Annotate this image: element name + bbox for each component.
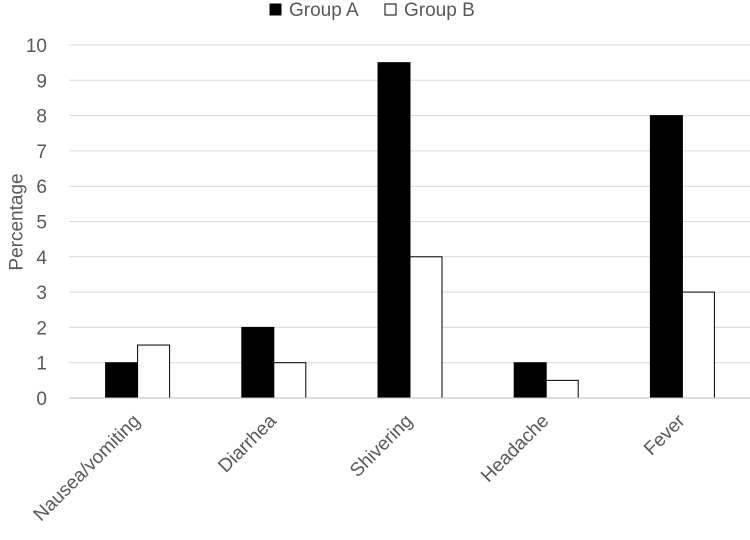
y-tick-label: 3	[36, 283, 47, 304]
bar-group-a-diarrhea	[241, 326, 275, 399]
y-tick-label: 5	[36, 213, 47, 234]
bars	[105, 62, 715, 399]
bar-group-b-nausea-vomiting	[137, 344, 171, 399]
x-category-label: Shivering	[346, 411, 417, 482]
y-tick-label: 6	[36, 177, 47, 198]
bar-group-b-shivering	[409, 256, 443, 399]
y-tick-label: 9	[36, 71, 47, 92]
y-tick-label: 2	[36, 318, 47, 339]
x-category-label: Nausea/vomiting	[30, 411, 145, 526]
bar-group-a-fever	[649, 115, 683, 399]
y-tick-label: 0	[36, 389, 47, 410]
legend-swatch-group-a	[269, 3, 282, 16]
y-axis-label: Percentage	[7, 173, 28, 270]
legend: Group A Group B	[269, 0, 475, 21]
legend-label-group-a: Group A	[289, 0, 359, 21]
bar-group-a-nausea-vomiting	[105, 362, 139, 399]
y-tick-label: 4	[36, 248, 47, 269]
bar-group-a-shivering	[377, 62, 411, 399]
x-category-label: Fever	[640, 410, 690, 460]
bar-group-b-diarrhea	[273, 362, 307, 399]
bar-group-b-fever	[681, 291, 715, 399]
y-tick-label: 10	[26, 36, 47, 57]
legend-label-group-b: Group B	[404, 0, 475, 21]
y-tick-label: 1	[36, 354, 47, 375]
bar-group-b-headache	[545, 379, 579, 399]
y-tick-label: 7	[36, 142, 47, 163]
bar-group-a-headache	[513, 362, 547, 399]
legend-swatch-group-b	[384, 3, 397, 16]
y-tick-label: 8	[36, 107, 47, 128]
x-category-label: Diarrhea	[214, 410, 281, 477]
y-axis-ticks: 0 1 2 3 4 5 6 7 8 9 10	[26, 36, 48, 410]
x-axis-categories: Nausea/vomiting Diarrhea Shivering Headache…	[30, 410, 690, 525]
x-category-label: Headache	[477, 411, 553, 487]
